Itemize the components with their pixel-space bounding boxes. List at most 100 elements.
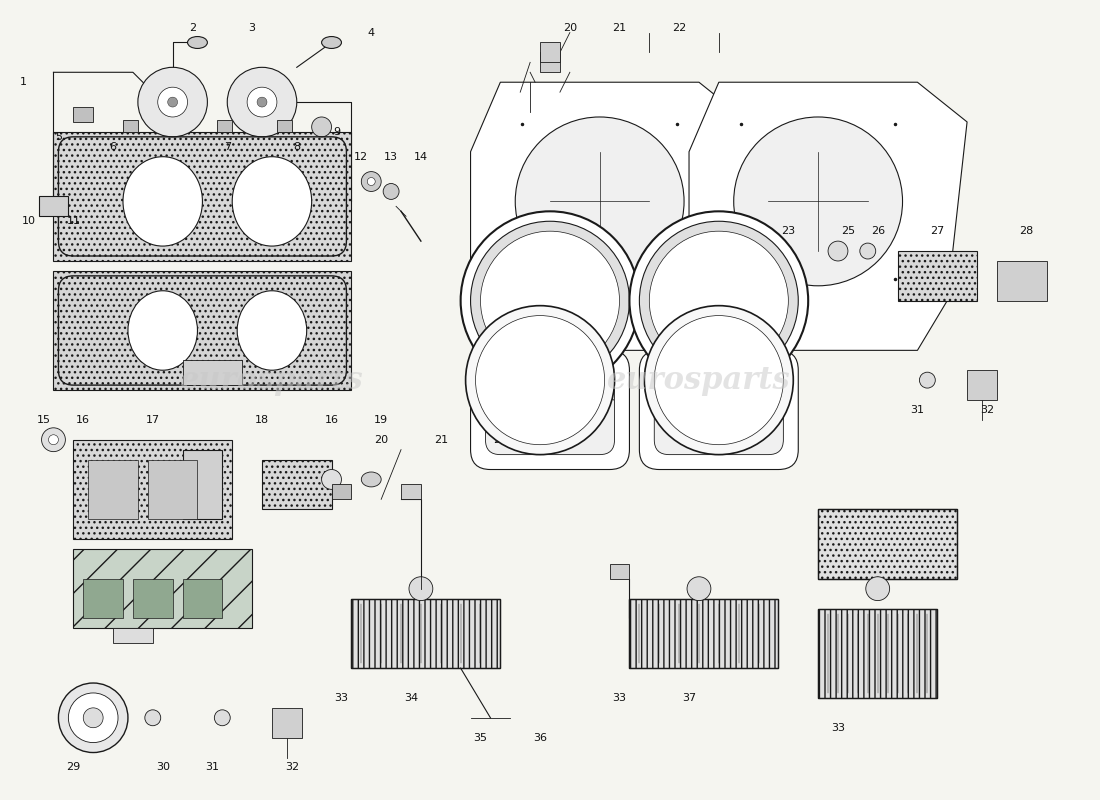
Circle shape (214, 710, 230, 726)
Bar (898, 251, 977, 301)
Text: 1: 1 (20, 78, 28, 87)
Text: 18: 18 (255, 415, 270, 425)
Bar (818, 510, 957, 578)
Ellipse shape (361, 472, 382, 487)
Circle shape (860, 243, 876, 259)
Circle shape (138, 67, 208, 137)
Text: 27: 27 (931, 226, 945, 236)
Ellipse shape (187, 37, 208, 49)
Circle shape (84, 708, 103, 728)
Circle shape (157, 87, 187, 117)
Ellipse shape (123, 157, 202, 246)
Bar (74, 440, 232, 539)
Circle shape (639, 222, 799, 380)
Text: 33: 33 (334, 693, 349, 703)
Circle shape (248, 87, 277, 117)
Bar (967, 370, 997, 400)
Bar (818, 609, 937, 698)
Circle shape (311, 117, 331, 137)
Circle shape (866, 577, 890, 601)
Text: 17: 17 (145, 415, 160, 425)
Text: 21: 21 (433, 434, 448, 445)
Circle shape (654, 315, 783, 445)
Text: 37: 37 (682, 693, 696, 703)
Ellipse shape (128, 290, 198, 370)
Circle shape (58, 683, 128, 753)
Bar (351, 598, 501, 668)
Circle shape (481, 231, 619, 370)
Text: 8: 8 (294, 142, 300, 152)
Text: 34: 34 (404, 693, 418, 703)
Bar (540, 42, 560, 62)
Text: 26: 26 (870, 226, 884, 236)
Bar (997, 261, 1046, 301)
Bar (54, 271, 351, 390)
Bar (183, 578, 222, 618)
Bar (88, 459, 138, 519)
Circle shape (48, 434, 58, 445)
Bar (183, 450, 222, 519)
Text: eurosparts: eurosparts (607, 365, 791, 396)
FancyBboxPatch shape (485, 366, 615, 454)
Polygon shape (471, 82, 749, 350)
Text: 25: 25 (840, 226, 855, 236)
Circle shape (471, 222, 629, 380)
Bar (133, 578, 173, 618)
Circle shape (465, 306, 615, 454)
Bar (262, 459, 331, 510)
Text: 11: 11 (66, 216, 80, 226)
Text: 19: 19 (374, 415, 388, 425)
Circle shape (734, 117, 902, 286)
Text: 32: 32 (285, 762, 299, 773)
Text: 22: 22 (672, 22, 686, 33)
Text: 24: 24 (732, 226, 746, 236)
Text: 2: 2 (189, 22, 196, 33)
Circle shape (228, 67, 297, 137)
Text: 20: 20 (563, 22, 576, 33)
Polygon shape (689, 82, 967, 350)
Circle shape (409, 577, 432, 601)
Bar (39, 197, 68, 216)
Text: 5: 5 (55, 132, 62, 142)
Circle shape (688, 577, 711, 601)
Bar (818, 609, 937, 698)
Text: 14: 14 (414, 152, 428, 162)
Bar (351, 598, 501, 668)
Text: 23: 23 (781, 226, 795, 236)
Circle shape (167, 97, 177, 107)
Bar (84, 578, 123, 618)
Circle shape (475, 315, 605, 445)
FancyBboxPatch shape (654, 366, 783, 454)
Bar (74, 107, 94, 122)
FancyBboxPatch shape (639, 350, 799, 470)
Text: 36: 36 (534, 733, 547, 742)
Circle shape (645, 306, 793, 454)
Bar (402, 485, 421, 499)
Bar (331, 485, 351, 499)
Text: 12: 12 (354, 152, 368, 162)
Bar (74, 549, 252, 629)
Ellipse shape (238, 290, 307, 370)
Text: 21: 21 (613, 22, 627, 33)
Text: 20: 20 (374, 434, 388, 445)
Circle shape (257, 97, 267, 107)
Circle shape (42, 428, 65, 452)
Text: 22: 22 (493, 434, 507, 445)
Circle shape (649, 231, 789, 370)
Text: 15: 15 (36, 415, 51, 425)
Text: 16: 16 (76, 415, 90, 425)
Text: 7: 7 (223, 142, 231, 152)
Bar (609, 564, 629, 578)
Bar (629, 598, 779, 668)
Circle shape (145, 710, 161, 726)
Bar (818, 510, 957, 578)
Text: 28: 28 (1020, 226, 1034, 236)
Bar (147, 459, 198, 519)
Text: 33: 33 (613, 693, 627, 703)
Bar (113, 629, 153, 643)
Text: 31: 31 (206, 762, 219, 773)
Bar (540, 53, 560, 72)
Text: 35: 35 (473, 733, 487, 742)
Text: 13: 13 (384, 152, 398, 162)
Text: 16: 16 (324, 415, 339, 425)
